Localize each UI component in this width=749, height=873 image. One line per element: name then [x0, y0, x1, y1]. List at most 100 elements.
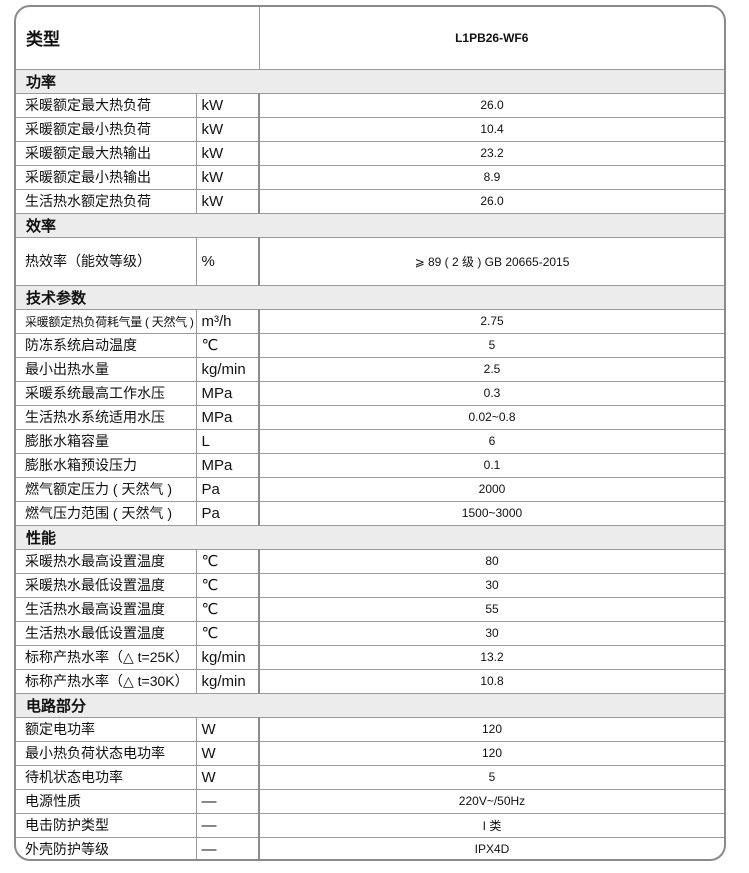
param-value: IPX4D	[258, 836, 724, 859]
spec-table: 类型 L1PB26-WF6 功率 采暖额定最大热负荷 kW 26.0 采暖额定最小热负荷…	[16, 7, 724, 859]
header-row: 类型 L1PB26-WF6	[16, 7, 724, 70]
param-value: 2.75	[258, 308, 724, 334]
param-unit: m³/h	[195, 308, 260, 334]
param-unit: —	[195, 836, 260, 859]
param-unit: ℃	[195, 620, 260, 646]
param-unit: kW	[195, 164, 260, 190]
param-label: 采暖额定最大热负荷	[16, 92, 197, 118]
table-row: 采暖额定最大热输出 kW 23.2	[16, 140, 724, 166]
table-row: 标称产热水率（△ t=30K） kg/min 10.8	[16, 668, 724, 694]
table-row: 采暖热水最高设置温度 ℃ 80	[16, 548, 724, 574]
type-label: 类型	[16, 7, 260, 70]
param-value: 0.02~0.8	[258, 404, 724, 430]
param-value: I 类	[258, 812, 724, 838]
param-label: 标称产热水率（△ t=25K）	[16, 644, 197, 670]
param-unit: —	[195, 788, 260, 814]
table-row: 防冻系统启动温度 ℃ 5	[16, 332, 724, 358]
param-unit: ℃	[195, 572, 260, 598]
param-label: 采暖额定热负荷耗气量 ( 天然气 )	[16, 308, 197, 334]
section-title: 技术参数	[16, 284, 724, 310]
section-header: 技术参数	[16, 284, 724, 310]
param-unit: ℃	[195, 332, 260, 358]
param-value: 1500~3000	[258, 500, 724, 526]
param-value: 0.1	[258, 452, 724, 478]
param-label: 电源性质	[16, 788, 197, 814]
section-title: 功率	[16, 68, 724, 94]
param-unit: %	[195, 236, 260, 286]
table-row: 膨胀水箱容量 L 6	[16, 428, 724, 454]
param-unit: kW	[195, 92, 260, 118]
param-label: 最小热负荷状态电功率	[16, 740, 197, 766]
section-header: 性能	[16, 524, 724, 550]
table-row: 燃气压力范围 ( 天然气 ) Pa 1500~3000	[16, 500, 724, 526]
param-label: 待机状态电功率	[16, 764, 197, 790]
param-label: 采暖额定最大热输出	[16, 140, 197, 166]
section-title: 性能	[16, 524, 724, 550]
table-row: 采暖额定最小热负荷 kW 10.4	[16, 116, 724, 142]
section-title: 效率	[16, 212, 724, 238]
table-row: 膨胀水箱预设压力 MPa 0.1	[16, 452, 724, 478]
spec-table-frame: 类型 L1PB26-WF6 功率 采暖额定最大热负荷 kW 26.0 采暖额定最小热负荷…	[14, 5, 726, 861]
param-label: 膨胀水箱预设压力	[16, 452, 197, 478]
model-name: L1PB26-WF6	[258, 7, 724, 70]
param-value: ⩾ 89 ( 2 级 ) GB 20665-2015	[258, 236, 724, 286]
param-value: 13.2	[258, 644, 724, 670]
param-label: 采暖系统最高工作水压	[16, 380, 197, 406]
table-row: 生活热水最低设置温度 ℃ 30	[16, 620, 724, 646]
param-label: 生活热水最高设置温度	[16, 596, 197, 622]
param-label: 膨胀水箱容量	[16, 428, 197, 454]
param-label: 电击防护类型	[16, 812, 197, 838]
section-title: 电路部分	[16, 692, 724, 718]
table-row: 采暖额定最大热负荷 kW 26.0	[16, 92, 724, 118]
param-unit: kg/min	[195, 356, 260, 382]
param-label: 燃气额定压力 ( 天然气 )	[16, 476, 197, 502]
param-unit: W	[195, 740, 260, 766]
param-label: 热效率（能效等级）	[16, 236, 197, 286]
param-value: 5	[258, 764, 724, 790]
section-header: 效率	[16, 212, 724, 238]
param-label: 燃气压力范围 ( 天然气 )	[16, 500, 197, 526]
table-row: 热效率（能效等级）% ⩾ 89 ( 2 级 ) GB 20665-2015	[16, 236, 724, 286]
param-value: 80	[258, 548, 724, 574]
param-unit: MPa	[195, 452, 260, 478]
param-label: 标称产热水率（△ t=30K）	[16, 668, 197, 694]
table-row: 待机状态电功率 W 5	[16, 764, 724, 790]
param-value: 10.4	[258, 116, 724, 142]
param-unit: kW	[195, 116, 260, 142]
param-unit: Pa	[195, 500, 260, 526]
param-value: 8.9	[258, 164, 724, 190]
param-unit: MPa	[195, 404, 260, 430]
param-label: 最小出热水量	[16, 356, 197, 382]
table-row: 额定电功率 W 120	[16, 716, 724, 742]
table-row: 生活热水最高设置温度 ℃ 55	[16, 596, 724, 622]
param-value: 2.5	[258, 356, 724, 382]
param-value: 30	[258, 620, 724, 646]
param-label: 生活热水最低设置温度	[16, 620, 197, 646]
param-value: 6	[258, 428, 724, 454]
param-unit: kW	[195, 188, 260, 214]
param-value: 2000	[258, 476, 724, 502]
param-unit: —	[195, 812, 260, 838]
param-unit: kW	[195, 140, 260, 166]
param-unit: Pa	[195, 476, 260, 502]
param-unit: L	[195, 428, 260, 454]
table-row: 生活热水系统适用水压 MPa 0.02~0.8	[16, 404, 724, 430]
section-header: 电路部分	[16, 692, 724, 718]
param-value: 55	[258, 596, 724, 622]
param-unit: kg/min	[195, 644, 260, 670]
param-label: 生活热水系统适用水压	[16, 404, 197, 430]
table-row: 最小出热水量 kg/min 2.5	[16, 356, 724, 382]
param-unit: W	[195, 716, 260, 742]
section-header: 功率	[16, 68, 724, 94]
param-value: 5	[258, 332, 724, 358]
param-value: 120	[258, 716, 724, 742]
table-row: 采暖系统最高工作水压 MPa 0.3	[16, 380, 724, 406]
param-label: 防冻系统启动温度	[16, 332, 197, 358]
param-label: 采暖热水最高设置温度	[16, 548, 197, 574]
table-row: 标称产热水率（△ t=25K） kg/min 13.2	[16, 644, 724, 670]
param-label: 采暖额定最小热负荷	[16, 116, 197, 142]
table-row: 采暖额定热负荷耗气量 ( 天然气 ) m³/h 2.75	[16, 308, 724, 334]
param-unit: W	[195, 764, 260, 790]
param-unit: MPa	[195, 380, 260, 406]
table-row: 外壳防护等级 — IPX4D	[16, 836, 724, 859]
